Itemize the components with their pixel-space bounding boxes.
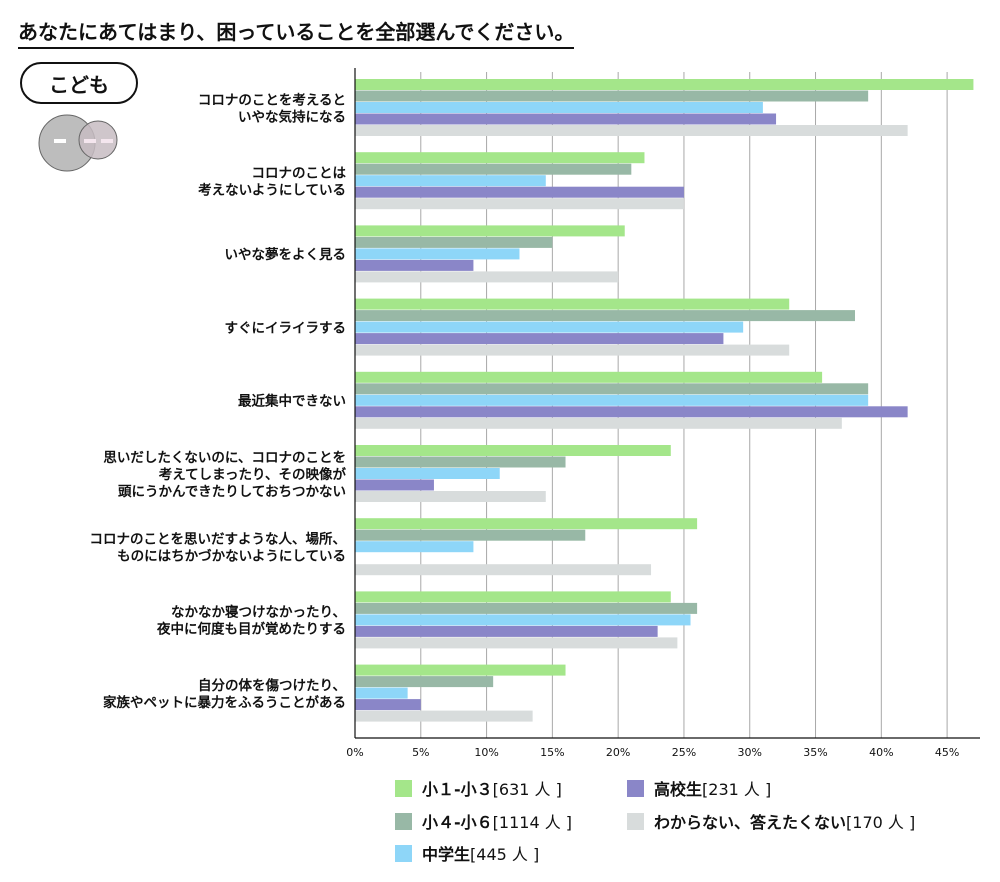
category-label: 考えてしまったり、その映像が (159, 466, 347, 483)
legend-swatch (395, 844, 412, 862)
legend-item: 小１-小３ [631 人 ] (395, 776, 562, 800)
bar (355, 529, 586, 541)
bar (355, 371, 823, 383)
bar (355, 406, 908, 418)
bar (355, 271, 619, 283)
x-tick-label: 25% (672, 746, 696, 759)
venn-icon (38, 114, 118, 172)
category-label: ものにはちかづかないようにしている (117, 547, 346, 564)
bar (355, 491, 546, 502)
category-label: コロナのことは (252, 165, 347, 181)
bar (355, 518, 698, 530)
bar (355, 225, 625, 237)
category-label: なかなか寝つけなかったり、 (171, 604, 346, 621)
category-label: コロナのことを考えると (198, 91, 346, 108)
bar (355, 90, 869, 102)
legend-swatch (627, 812, 644, 830)
category-label: 考えないようにしている (198, 181, 346, 198)
category-label: すぐにイライラする (225, 320, 347, 336)
legend-series-name: わからない、答えたくない (654, 813, 847, 832)
legend-series-name: 小４-小６ (422, 813, 493, 832)
bar (355, 152, 645, 164)
bar (355, 163, 632, 175)
x-tick-label: 30% (738, 746, 762, 759)
bar (355, 676, 494, 688)
bar (355, 333, 724, 345)
bar (355, 236, 553, 248)
bar (355, 710, 533, 722)
chart-legend: 小１-小３ [631 人 ] 小４-小６ [1114 人 ] 中学生 [445 人 … (395, 776, 975, 876)
bar (355, 445, 671, 456)
x-tick-label: 35% (803, 746, 827, 759)
legend-item: 高校生 [231 人 ] (627, 776, 771, 800)
bar (355, 321, 744, 333)
bar (355, 417, 842, 429)
bar (355, 602, 698, 614)
legend-series-name: 高校生 (654, 780, 703, 799)
category-label: コロナのことを思いだすような人、場所、 (90, 530, 347, 547)
category-label: 最近集中できない (238, 393, 346, 410)
x-tick-label: 40% (869, 746, 893, 759)
category-label: 夜中に何度も目が覚めたりする (156, 621, 346, 638)
x-tick-label: 45% (935, 746, 959, 759)
bar-chart: コロナのことを考えるといやな気持になるコロナのことは考えないようにしているいやな… (90, 68, 980, 759)
bar (355, 664, 566, 676)
bar (355, 102, 763, 113)
bar (355, 394, 869, 406)
bar (355, 456, 566, 468)
legend-series-count: [445 人 ] (470, 845, 540, 864)
bar (355, 298, 790, 310)
question-title: あなたにあてはまり、困っていることを全部選んでください。 (18, 16, 575, 49)
bar (355, 383, 869, 395)
legend-series-count: [1114 人 ] (492, 813, 573, 832)
legend-swatch (395, 779, 412, 797)
bar (355, 310, 855, 322)
bar (355, 79, 974, 90)
legend-series-count: [231 人 ] (702, 780, 772, 799)
audience-badge: こども (20, 62, 138, 104)
bar (355, 113, 777, 125)
bar (355, 125, 908, 136)
legend-series-count: [170 人 ] (846, 813, 916, 832)
bar (355, 625, 658, 637)
bar (355, 175, 546, 187)
bar (355, 344, 790, 356)
legend-series-count: [631 人 ] (492, 780, 562, 799)
category-label: 思いだしたくないのに、コロナのことを (103, 450, 346, 466)
legend-series-name: 小１-小３ (422, 780, 493, 799)
legend-item: 中学生 [445 人 ] (395, 841, 539, 865)
bar (355, 248, 520, 260)
x-tick-label: 5% (412, 746, 429, 759)
bar (355, 591, 671, 603)
bar (355, 614, 691, 626)
bar (355, 699, 421, 711)
category-label: 自分の体を傷つけたり、 (198, 677, 346, 694)
bar (355, 541, 474, 553)
bar (355, 259, 474, 271)
x-tick-label: 10% (474, 746, 498, 759)
bar (355, 186, 684, 198)
bar (355, 687, 408, 699)
category-label: 家族やペットに暴力をふるうことがある (103, 694, 346, 711)
x-tick-label: 20% (606, 746, 630, 759)
category-label: いやな気持になる (238, 108, 346, 125)
category-label: 頭にうかんできたりしておちつかない (118, 484, 346, 500)
legend-series-name: 中学生 (422, 845, 471, 864)
bar (355, 637, 678, 649)
bar (355, 198, 684, 210)
legend-item: 小４-小６ [1114 人 ] (395, 809, 572, 833)
legend-swatch (627, 779, 644, 797)
bar (355, 468, 500, 479)
legend-item: わからない、答えたくない [170 人 ] (627, 809, 915, 833)
x-tick-label: 15% (540, 746, 564, 759)
legend-swatch (395, 812, 412, 830)
x-tick-label: 0% (346, 746, 363, 759)
bar (355, 564, 652, 576)
category-label: いやな夢をよく見る (225, 246, 347, 263)
bar (355, 479, 434, 491)
